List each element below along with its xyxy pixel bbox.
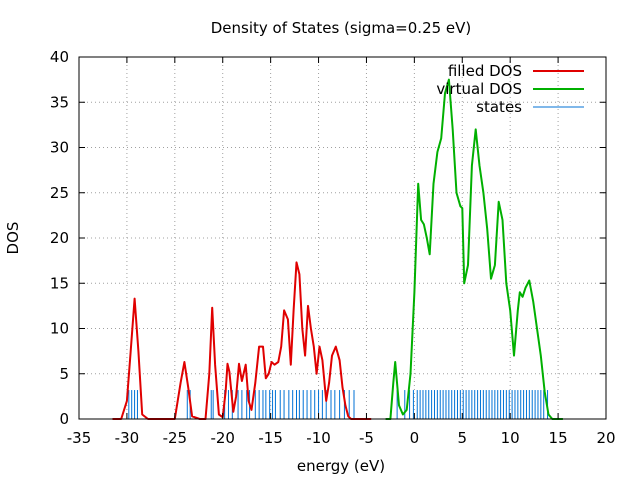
x-tick-label: 10 bbox=[501, 429, 520, 447]
x-axis-label: energy (eV) bbox=[297, 457, 385, 475]
y-tick-label: 30 bbox=[50, 139, 69, 157]
x-tick-label: -20 bbox=[210, 429, 235, 447]
virtual-dos-line bbox=[385, 78, 563, 420]
y-tick-label: 5 bbox=[59, 365, 69, 383]
x-tick-label: -15 bbox=[258, 429, 283, 447]
legend: filled DOS virtual DOS states bbox=[436, 62, 584, 116]
y-tick-label: 25 bbox=[50, 184, 69, 202]
x-tick-label: -25 bbox=[163, 429, 188, 447]
states-layer bbox=[128, 390, 549, 419]
y-axis-label: DOS bbox=[4, 222, 22, 255]
x-tick-label: 5 bbox=[457, 429, 467, 447]
series-layer bbox=[112, 78, 563, 420]
legend-label-states: states bbox=[476, 98, 522, 116]
ticks-layer bbox=[78, 56, 607, 420]
y-tick-label: 10 bbox=[50, 320, 69, 338]
x-tick-label: -30 bbox=[115, 429, 140, 447]
legend-label-virtual-dos: virtual DOS bbox=[436, 80, 522, 98]
y-tick-label: 0 bbox=[59, 410, 69, 428]
chart-title: Density of States (sigma=0.25 eV) bbox=[211, 19, 472, 37]
ticklabel-layer: -35 -30 -25 -20 -15 -10 -5 0 5 10 15 20 0 5 10 15 20 25 30… bbox=[50, 48, 616, 447]
legend-label-filled-dos: filled DOS bbox=[448, 62, 522, 80]
x-tick-label: 15 bbox=[549, 429, 568, 447]
y-tick-label: 15 bbox=[50, 274, 69, 292]
y-tick-label: 20 bbox=[50, 229, 69, 247]
x-tick-label: 20 bbox=[596, 429, 615, 447]
filled-dos-line bbox=[112, 261, 372, 420]
grid-layer bbox=[79, 57, 606, 419]
y-tick-label: 40 bbox=[50, 48, 69, 66]
y-tick-label: 35 bbox=[50, 93, 69, 111]
x-tick-label: 0 bbox=[410, 429, 420, 447]
x-tick-label: -10 bbox=[306, 429, 331, 447]
x-tick-label: -35 bbox=[67, 429, 92, 447]
x-tick-label: -5 bbox=[359, 429, 374, 447]
